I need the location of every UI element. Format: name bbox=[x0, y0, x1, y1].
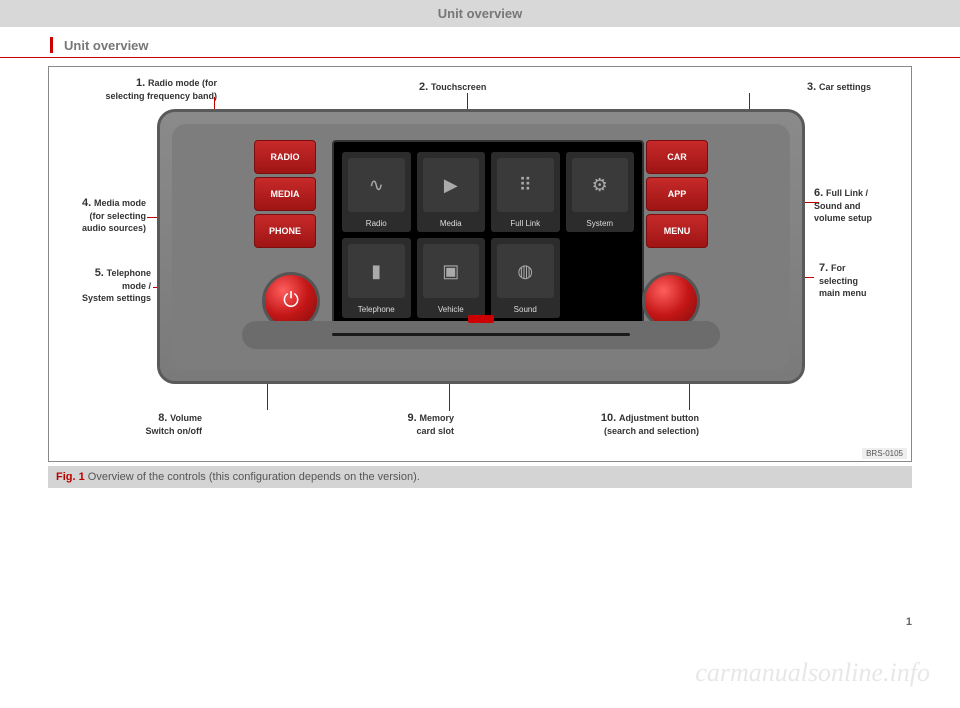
callout-8: 8. Volume Switch on/off bbox=[107, 412, 202, 438]
figure-caption: Fig. 1 Overview of the controls (this co… bbox=[48, 466, 912, 488]
callout-10: 10. Adjustment button (search and select… bbox=[549, 412, 699, 438]
power-icon: ⏻ bbox=[283, 290, 299, 313]
vehicle-icon: ▣ bbox=[423, 244, 480, 298]
right-button-column: CAR APP MENU bbox=[646, 140, 708, 248]
callout-4: 4. Media mode (for selecting audio sourc… bbox=[61, 197, 146, 236]
page-header: Unit overview bbox=[0, 0, 960, 27]
heading-marker bbox=[50, 37, 56, 53]
bezel-inner: RADIO MEDIA PHONE CAR APP MENU ∿Radio ▶M… bbox=[172, 124, 790, 369]
figure-frame: 1. Radio mode (for selecting frequency b… bbox=[48, 66, 912, 462]
play-icon: ▶ bbox=[423, 158, 480, 212]
callout-7: 7. For selecting main menu bbox=[819, 262, 899, 301]
tile-empty bbox=[566, 238, 635, 318]
tile-media[interactable]: ▶Media bbox=[417, 152, 486, 232]
touchscreen[interactable]: ∿Radio ▶Media ⠿Full Link ⚙System ▮Teleph… bbox=[332, 140, 644, 330]
tile-system[interactable]: ⚙System bbox=[566, 152, 635, 232]
gear-icon: ⚙ bbox=[572, 158, 629, 212]
tile-radio[interactable]: ∿Radio bbox=[342, 152, 411, 232]
left-button-column: RADIO MEDIA PHONE bbox=[254, 140, 316, 248]
figure-number: Fig. 1 bbox=[56, 471, 85, 483]
divider bbox=[0, 57, 960, 58]
page-number: 1 bbox=[906, 616, 912, 628]
callout-6: 6. Full Link / Sound and volume setup bbox=[814, 187, 899, 226]
callout-9: 9. Memory card slot bbox=[374, 412, 454, 438]
watermark: carmanualsonline.info bbox=[695, 658, 930, 688]
figure-reference: BRS-0105 bbox=[862, 448, 907, 459]
memory-card-slot[interactable] bbox=[242, 321, 720, 349]
device-bezel: RADIO MEDIA PHONE CAR APP MENU ∿Radio ▶M… bbox=[157, 109, 805, 384]
tile-vehicle[interactable]: ▣Vehicle bbox=[417, 238, 486, 318]
radio-button[interactable]: RADIO bbox=[254, 140, 316, 174]
figure-caption-text: Overview of the controls (this configura… bbox=[88, 471, 420, 483]
sound-icon: ◍ bbox=[497, 244, 554, 298]
sd-icon bbox=[468, 315, 494, 323]
tile-fulllink[interactable]: ⠿Full Link bbox=[491, 152, 560, 232]
app-button[interactable]: APP bbox=[646, 177, 708, 211]
grid-icon: ⠿ bbox=[497, 158, 554, 212]
media-button[interactable]: MEDIA bbox=[254, 177, 316, 211]
section-heading: Unit overview bbox=[50, 37, 960, 53]
callout-5: 5. Telephone mode / System settings bbox=[61, 267, 151, 306]
phone-button[interactable]: PHONE bbox=[254, 214, 316, 248]
phone-icon: ▮ bbox=[348, 244, 405, 298]
callout-1: 1. Radio mode (for selecting frequency b… bbox=[87, 77, 217, 103]
radio-icon: ∿ bbox=[348, 158, 405, 212]
section-title: Unit overview bbox=[64, 38, 149, 53]
callout-2: 2. Touchscreen bbox=[419, 81, 486, 95]
tile-sound[interactable]: ◍Sound bbox=[491, 238, 560, 318]
car-button[interactable]: CAR bbox=[646, 140, 708, 174]
tile-telephone[interactable]: ▮Telephone bbox=[342, 238, 411, 318]
callout-3: 3. Car settings bbox=[807, 81, 871, 95]
slot-opening bbox=[332, 333, 630, 336]
menu-button[interactable]: MENU bbox=[646, 214, 708, 248]
